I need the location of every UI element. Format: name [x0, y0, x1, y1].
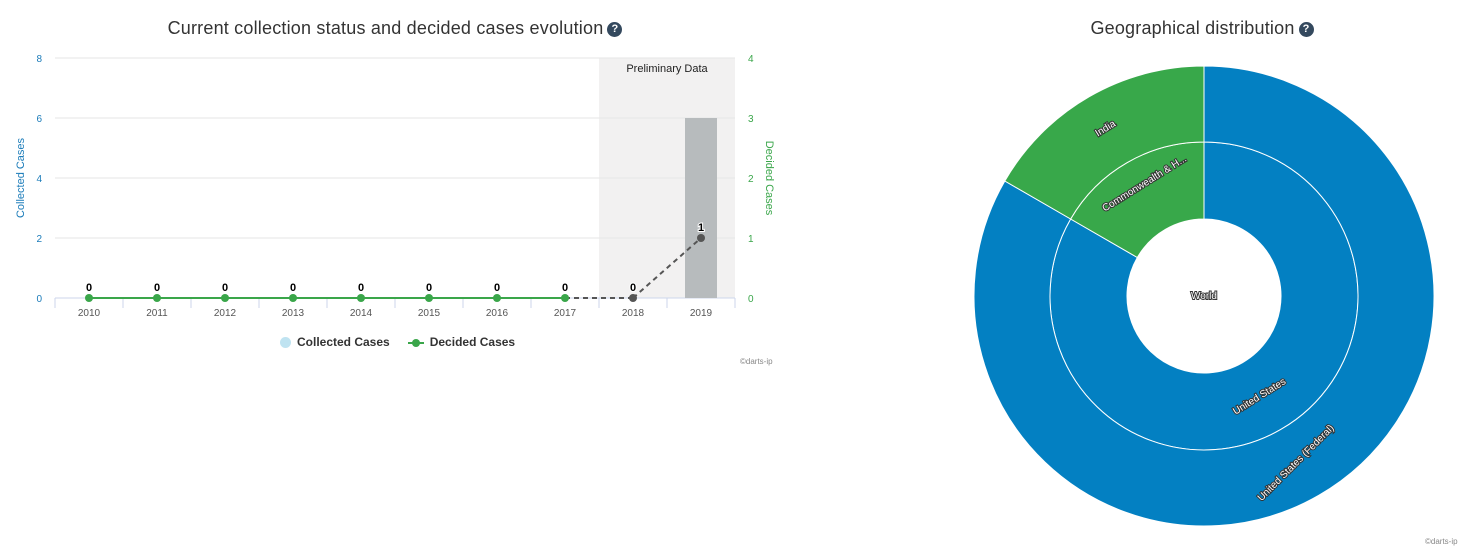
preliminary-label: Preliminary Data — [626, 63, 708, 75]
y-right-tick-label: 4 — [748, 54, 754, 65]
x-tick-label: 2019 — [690, 308, 713, 319]
decided-data-label: 0 — [86, 282, 92, 294]
geo-chart-credit: ©darts-ip — [1425, 537, 1458, 546]
y-left-tick-label: 2 — [36, 234, 42, 245]
decided-point-2013 — [289, 294, 297, 302]
y-right-tick-label: 2 — [748, 174, 754, 185]
decided-data-label: 1 — [698, 222, 704, 234]
y-left-tick-label: 0 — [36, 294, 42, 305]
legend-marker-decided — [407, 337, 424, 348]
legend-label-collected: Collected Cases — [297, 335, 390, 349]
decided-point-2011 — [153, 294, 161, 302]
evolution-chart-title-text: Current collection status and decided ca… — [167, 18, 604, 38]
decided-data-label: 0 — [154, 282, 160, 294]
legend-marker-collected — [280, 336, 291, 348]
x-tick-label: 2016 — [486, 308, 509, 319]
y-right-tick-label: 1 — [748, 234, 754, 245]
decided-point-2017 — [561, 294, 569, 302]
decided-point-2018 — [629, 294, 637, 302]
sunburst-center-label: World — [1191, 291, 1217, 302]
decided-data-label: 0 — [426, 282, 432, 294]
decided-data-label: 0 — [290, 282, 296, 294]
sunburst-slice-1-india — [1004, 65, 1205, 220]
legend-item-collected-cases[interactable]: Collected Cases — [280, 335, 390, 349]
decided-data-label: 0 — [630, 282, 636, 294]
decided-point-2016 — [493, 294, 501, 302]
x-tick-label: 2013 — [282, 308, 305, 319]
decided-point-2012 — [221, 294, 229, 302]
y-left-axis-title: Collected Cases — [15, 137, 27, 218]
geo-chart-title: Geographical distribution? — [920, 18, 1484, 39]
legend-item-decided-cases[interactable]: Decided Cases — [407, 335, 516, 349]
legend-label-decided: Decided Cases — [429, 335, 516, 349]
x-tick-label: 2018 — [622, 308, 645, 319]
chart-legend: Collected Cases Decided Cases — [280, 335, 515, 349]
evolution-chart: Preliminary Data 0 2 4 6 8 0 1 2 3 4 2010 2011 2012 20… — [15, 54, 775, 319]
sunburst-slice-1-united-states-federal- — [973, 65, 1435, 527]
y-right-tick-label: 3 — [748, 114, 754, 125]
y-left-tick-label: 6 — [36, 114, 42, 125]
decided-data-label: 0 — [358, 282, 364, 294]
geo-chart-panel: Geographical distribution? World Commonwe… — [920, 0, 1484, 556]
x-tick-label: 2012 — [214, 308, 237, 319]
evolution-chart-title: Current collection status and decided ca… — [0, 18, 790, 39]
decided-point-2015 — [425, 294, 433, 302]
x-tick-label: 2010 — [78, 308, 101, 319]
bar-collected-2019 — [685, 118, 717, 298]
help-icon[interactable]: ? — [1298, 22, 1314, 37]
decided-data-label: 0 — [222, 282, 228, 294]
help-icon[interactable]: ? — [607, 22, 623, 37]
x-tick-label: 2014 — [350, 308, 373, 319]
decided-data-label: 0 — [494, 282, 500, 294]
decided-point-2010 — [85, 294, 93, 302]
decided-point-2019 — [697, 234, 705, 242]
y-left-tick-label: 4 — [36, 174, 42, 185]
x-tick-label: 2015 — [418, 308, 441, 319]
y-right-axis-title: Decided Cases — [763, 141, 775, 216]
x-tick-label: 2011 — [146, 308, 168, 319]
y-right-tick-label: 0 — [748, 294, 754, 305]
chart-credit: ©darts-ip — [740, 357, 773, 366]
geo-chart-title-text: Geographical distribution — [1090, 18, 1295, 38]
y-left-tick-label: 8 — [36, 54, 42, 65]
decided-data-label: 0 — [562, 282, 568, 294]
evolution-chart-panel: Current collection status and decided ca… — [0, 0, 800, 380]
decided-point-2014 — [357, 294, 365, 302]
decided-line-preliminary — [632, 237, 702, 299]
x-tick-label: 2017 — [554, 308, 577, 319]
